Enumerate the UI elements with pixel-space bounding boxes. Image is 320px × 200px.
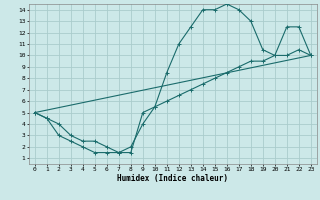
X-axis label: Humidex (Indice chaleur): Humidex (Indice chaleur) [117,174,228,183]
